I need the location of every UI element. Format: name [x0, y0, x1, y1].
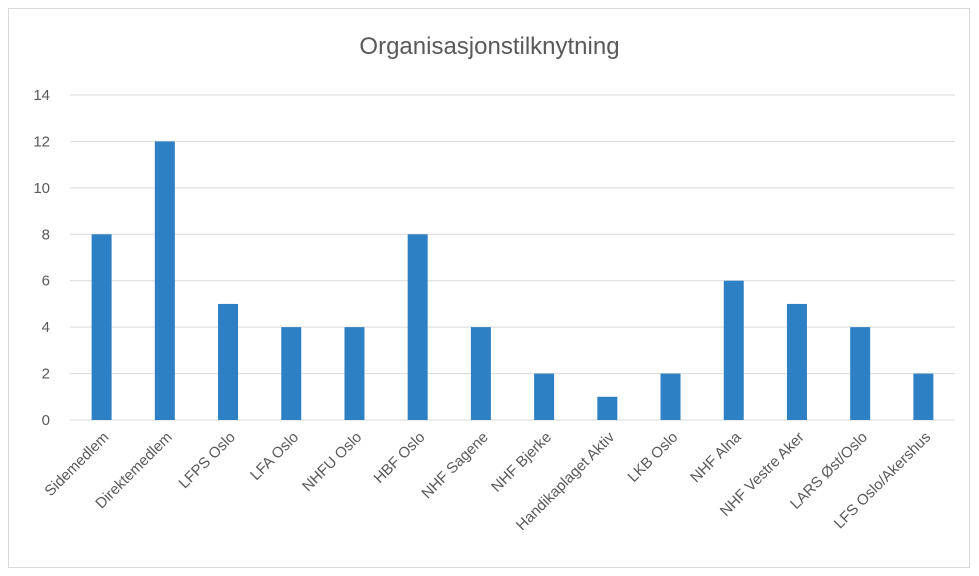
bar-lars-st-oslo — [850, 327, 870, 420]
bar-nhf-alna — [724, 281, 744, 420]
x-tick-label: NHF Sagene — [418, 429, 491, 502]
y-tick-label: 6 — [42, 273, 50, 290]
x-tick-label: NHFU Oslo — [299, 429, 365, 495]
bar-nhfu-oslo — [344, 327, 364, 420]
x-tick-label: LFPS Oslo — [176, 429, 239, 492]
gridlines — [70, 95, 955, 420]
bar-lkb-oslo — [661, 374, 681, 420]
x-tick-label: LKB Oslo — [625, 429, 682, 486]
y-tick-label: 2 — [42, 366, 50, 383]
bar-nhf-sagene — [471, 327, 491, 420]
bar-hbf-oslo — [408, 234, 428, 420]
x-tick-label: HBF Oslo — [371, 429, 429, 487]
y-tick-label: 12 — [33, 133, 50, 150]
bar-nhf-vestre-aker — [787, 304, 807, 420]
bar-lfps-oslo — [218, 304, 238, 420]
x-tick-label: NHF Alna — [687, 428, 745, 486]
bar-nhf-bjerke — [534, 374, 554, 420]
x-tick-label: LFA Oslo — [247, 429, 302, 484]
bar-handikaplaget-aktiv — [597, 397, 617, 420]
y-tick-label: 10 — [33, 180, 50, 197]
bar-sidemedlem — [92, 234, 112, 420]
bar-direktemedlem — [155, 141, 175, 420]
y-tick-label: 8 — [42, 226, 50, 243]
y-tick-labels: 0 2 4 6 8 10 12 14 — [33, 87, 50, 429]
x-tick-label: NHF Bjerke — [488, 429, 555, 496]
y-tick-label: 0 — [42, 412, 50, 429]
y-tick-label: 14 — [33, 87, 50, 104]
bar-lfa-oslo — [281, 327, 301, 420]
y-tick-label: 4 — [42, 319, 50, 336]
x-tick-label: Sidemedlem — [41, 429, 112, 500]
bar-lfs-oslo-akershus — [913, 374, 933, 420]
